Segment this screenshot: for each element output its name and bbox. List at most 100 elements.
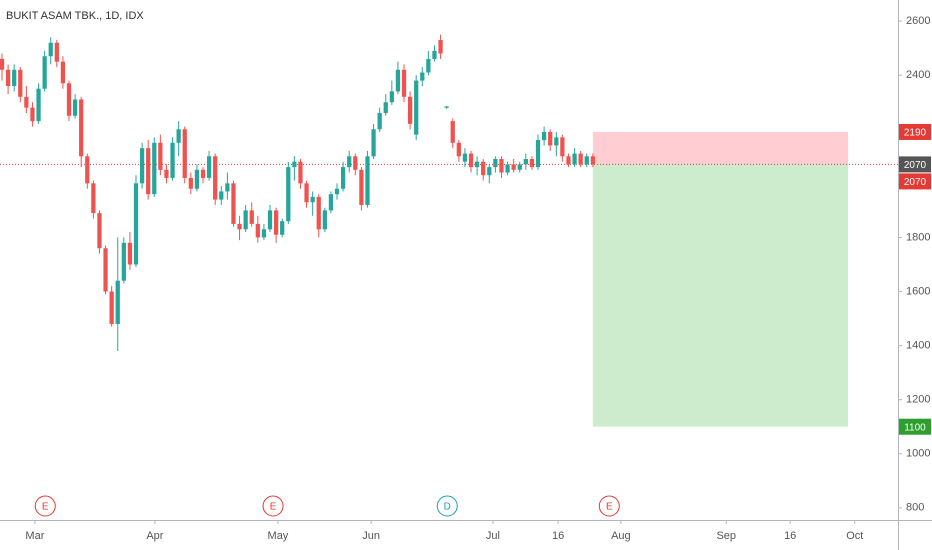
y-tick-label: 1000 [906,448,930,460]
candle-body [340,167,346,189]
candle-body [66,83,72,116]
candle-body [578,153,583,165]
price-label-box [899,173,931,190]
candle-body [310,196,315,203]
candle-body [444,106,449,108]
x-tick-label: 16 [552,530,564,542]
candle-body [79,99,84,157]
candle-body [462,153,468,162]
candle-body [72,99,78,116]
candle-body [389,91,394,103]
candle-body [414,80,419,135]
target-zone [592,164,849,427]
candle-body [334,188,340,195]
y-tick-label: 2400 [906,69,930,81]
candle-body [383,102,388,114]
candle-body [170,142,175,178]
candle-body [261,229,267,238]
candle-body [450,121,455,143]
candle-body [407,96,413,124]
candle-body [109,291,114,324]
price-label-box [899,156,931,173]
candle-body [0,58,5,70]
x-tick-label: Sep [716,530,736,542]
candle-body [24,96,29,108]
candle-body [103,248,108,292]
y-tick-label: 1600 [906,285,930,297]
candle-body [395,69,401,92]
x-tick-label: Apr [146,530,163,542]
candle-body [243,210,248,230]
candle-body [456,142,461,157]
stop-zone [592,131,849,165]
candle-body [121,242,126,281]
x-tick-label: 16 [784,530,796,542]
candle-body [517,164,522,170]
candle-body [584,156,589,165]
candle-body [133,183,139,265]
candle-body [316,196,321,230]
event-marker [598,495,620,517]
candle-body [273,210,279,235]
candle-body [493,159,498,168]
price-label: 2190 [904,128,927,139]
candle-body [267,210,273,230]
candle-body [426,58,431,73]
event-marker [34,495,56,517]
candle-body [554,137,559,146]
candle-body [255,223,260,238]
candle-body [511,164,516,170]
chart-title: BUKIT ASAM TBK., 1D, IDX [6,10,144,22]
candle-body [12,69,17,86]
candle-body [60,61,66,84]
event-label: E [42,502,49,513]
candle-body [176,129,181,143]
candle-body [206,156,212,178]
candle-body [401,69,407,97]
candle-body [529,159,535,168]
candle-body [481,161,486,176]
price-label: 2070 [904,160,927,171]
x-tick-label: Aug [611,530,631,542]
candle-body [91,183,96,214]
candle-body [353,156,358,170]
candle-body [237,223,242,230]
y-tick-label: 800 [906,502,924,514]
candle-body [560,137,565,157]
candle-body [48,42,53,57]
candle-body [468,153,474,168]
candle-body [158,142,163,170]
candle-body [54,42,59,62]
candle-body [30,107,35,122]
candle-body [438,40,443,54]
price-label: 2070 [904,177,927,188]
candle-body [548,131,553,146]
candle-body [535,140,541,168]
candle-body [499,159,504,173]
candle-body [322,210,327,230]
x-tick-label: May [268,530,289,542]
candle-body [377,113,382,130]
x-tick-label: Jul [486,530,500,542]
y-tick-label: 1200 [906,394,930,406]
candle-body [280,221,285,235]
x-tick-label: Mar [25,530,44,542]
x-tick-label: Oct [846,530,863,542]
candle-body [231,183,236,224]
candle-body [188,177,193,189]
candle-body [85,156,90,184]
event-marker [436,495,458,517]
candle-body [139,148,145,184]
candle-body [292,161,297,168]
candle-body [474,161,480,168]
candle-body [541,131,547,141]
candle-body [97,213,102,249]
price-label: 1100 [904,422,926,433]
candle-body [36,88,41,122]
candle-body [42,56,47,89]
candle-body [487,167,492,176]
candle-body [432,50,437,59]
candle-body [420,72,425,81]
